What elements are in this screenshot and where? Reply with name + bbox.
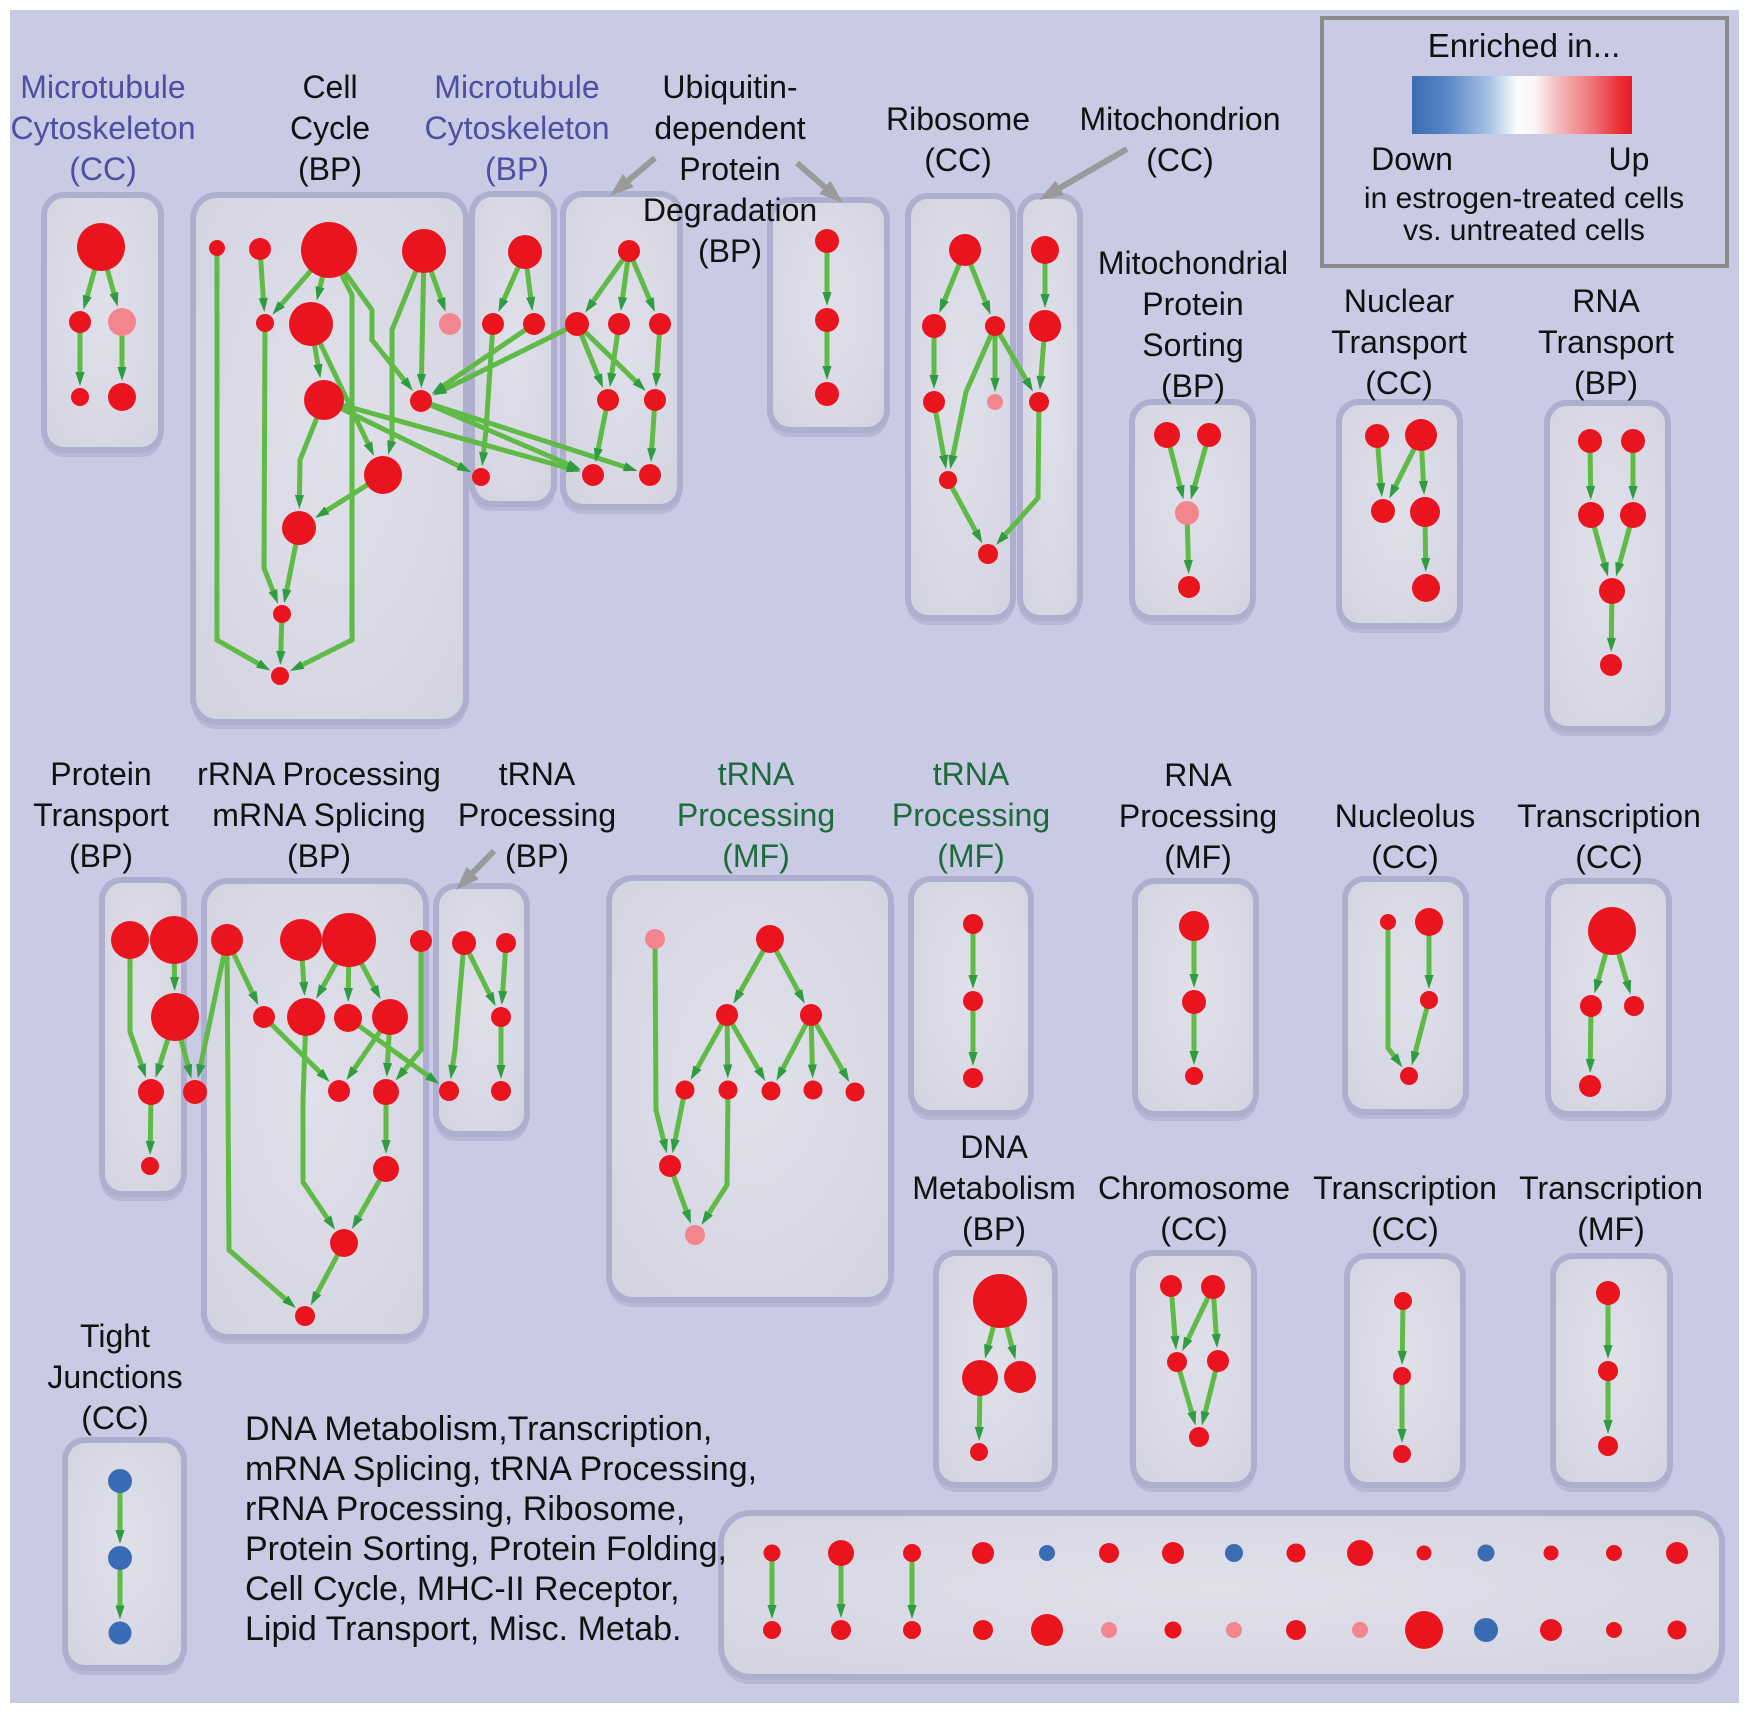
svg-text:RNA: RNA xyxy=(1164,757,1232,793)
svg-text:mRNA Splicing: mRNA Splicing xyxy=(212,797,425,833)
svg-text:(BP): (BP) xyxy=(505,838,569,874)
svg-text:RNA: RNA xyxy=(1572,283,1640,319)
svg-text:(CC): (CC) xyxy=(1371,1211,1439,1247)
svg-text:Processing: Processing xyxy=(677,797,835,833)
svg-text:Nuclear: Nuclear xyxy=(1344,283,1455,319)
svg-text:(BP): (BP) xyxy=(698,233,762,269)
svg-text:Mitochondrion: Mitochondrion xyxy=(1080,101,1281,137)
svg-text:Down: Down xyxy=(1371,141,1453,177)
svg-text:(CC): (CC) xyxy=(1160,1211,1228,1247)
svg-text:(MF): (MF) xyxy=(722,838,790,874)
svg-text:(CC): (CC) xyxy=(69,151,137,187)
svg-text:Protein: Protein xyxy=(50,756,151,792)
svg-text:Sorting: Sorting xyxy=(1142,327,1243,363)
svg-text:(BP): (BP) xyxy=(69,838,133,874)
svg-text:in estrogen-treated cells: in estrogen-treated cells xyxy=(1364,182,1684,215)
svg-text:tRNA: tRNA xyxy=(499,756,576,792)
svg-text:Lipid Transport, Misc. Metab.: Lipid Transport, Misc. Metab. xyxy=(245,1610,682,1648)
svg-text:Cytoskeleton: Cytoskeleton xyxy=(11,110,196,146)
svg-text:(CC): (CC) xyxy=(1365,365,1433,401)
svg-text:Transport: Transport xyxy=(1331,324,1467,360)
svg-text:Protein: Protein xyxy=(1142,286,1243,322)
svg-text:Cell: Cell xyxy=(302,69,357,105)
svg-text:Enriched in...: Enriched in... xyxy=(1428,27,1621,64)
svg-text:Cell Cycle, MHC-II Receptor,: Cell Cycle, MHC-II Receptor, xyxy=(245,1570,680,1608)
svg-text:mRNA Splicing, tRNA Processing: mRNA Splicing, tRNA Processing, xyxy=(245,1450,757,1488)
svg-text:tRNA: tRNA xyxy=(933,756,1010,792)
svg-text:Tight: Tight xyxy=(80,1318,150,1354)
svg-text:Transcription: Transcription xyxy=(1313,1170,1497,1206)
svg-text:dependent: dependent xyxy=(654,110,805,146)
svg-text:Metabolism: Metabolism xyxy=(912,1170,1076,1206)
svg-text:Ubiquitin-: Ubiquitin- xyxy=(662,69,797,105)
svg-text:Transport: Transport xyxy=(33,797,169,833)
svg-text:(CC): (CC) xyxy=(81,1400,149,1436)
svg-text:(CC): (CC) xyxy=(1146,142,1214,178)
svg-text:Cycle: Cycle xyxy=(290,110,370,146)
svg-text:Transcription: Transcription xyxy=(1519,1170,1703,1206)
svg-text:Processing: Processing xyxy=(892,797,1050,833)
svg-text:(MF): (MF) xyxy=(937,838,1005,874)
svg-text:Transcription: Transcription xyxy=(1517,798,1701,834)
svg-text:Cytoskeleton: Cytoskeleton xyxy=(425,110,610,146)
svg-text:Chromosome: Chromosome xyxy=(1098,1170,1290,1206)
svg-text:(CC): (CC) xyxy=(924,142,992,178)
svg-text:Junctions: Junctions xyxy=(47,1359,182,1395)
svg-text:DNA: DNA xyxy=(960,1129,1028,1165)
svg-text:Processing: Processing xyxy=(458,797,616,833)
svg-text:DNA Metabolism,Transcription,: DNA Metabolism,Transcription, xyxy=(245,1410,712,1448)
svg-text:vs. untreated cells: vs. untreated cells xyxy=(1403,214,1645,247)
svg-text:(BP): (BP) xyxy=(962,1211,1026,1247)
svg-text:Microtubule: Microtubule xyxy=(434,69,599,105)
svg-text:Protein: Protein xyxy=(679,151,780,187)
svg-text:Ribosome: Ribosome xyxy=(886,101,1030,137)
svg-text:Up: Up xyxy=(1609,141,1650,177)
svg-text:(BP): (BP) xyxy=(1574,365,1638,401)
svg-text:(BP): (BP) xyxy=(1161,368,1225,404)
svg-text:(BP): (BP) xyxy=(485,151,549,187)
svg-text:Degradation: Degradation xyxy=(643,192,817,228)
svg-text:(MF): (MF) xyxy=(1577,1211,1645,1247)
svg-text:Protein Sorting, Protein Foldi: Protein Sorting, Protein Folding, xyxy=(245,1530,727,1568)
svg-text:(BP): (BP) xyxy=(287,838,351,874)
svg-text:Processing: Processing xyxy=(1119,798,1277,834)
svg-text:tRNA: tRNA xyxy=(718,756,795,792)
svg-text:(BP): (BP) xyxy=(298,151,362,187)
svg-text:(MF): (MF) xyxy=(1164,839,1232,875)
svg-text:(CC): (CC) xyxy=(1371,839,1439,875)
svg-text:Mitochondrial: Mitochondrial xyxy=(1098,245,1288,281)
svg-text:Transport: Transport xyxy=(1538,324,1674,360)
svg-text:Nucleolus: Nucleolus xyxy=(1335,798,1476,834)
svg-text:rRNA Processing, Ribosome,: rRNA Processing, Ribosome, xyxy=(245,1490,685,1528)
svg-text:(CC): (CC) xyxy=(1575,839,1643,875)
svg-text:Microtubule: Microtubule xyxy=(20,69,185,105)
svg-text:rRNA Processing: rRNA Processing xyxy=(197,756,441,792)
